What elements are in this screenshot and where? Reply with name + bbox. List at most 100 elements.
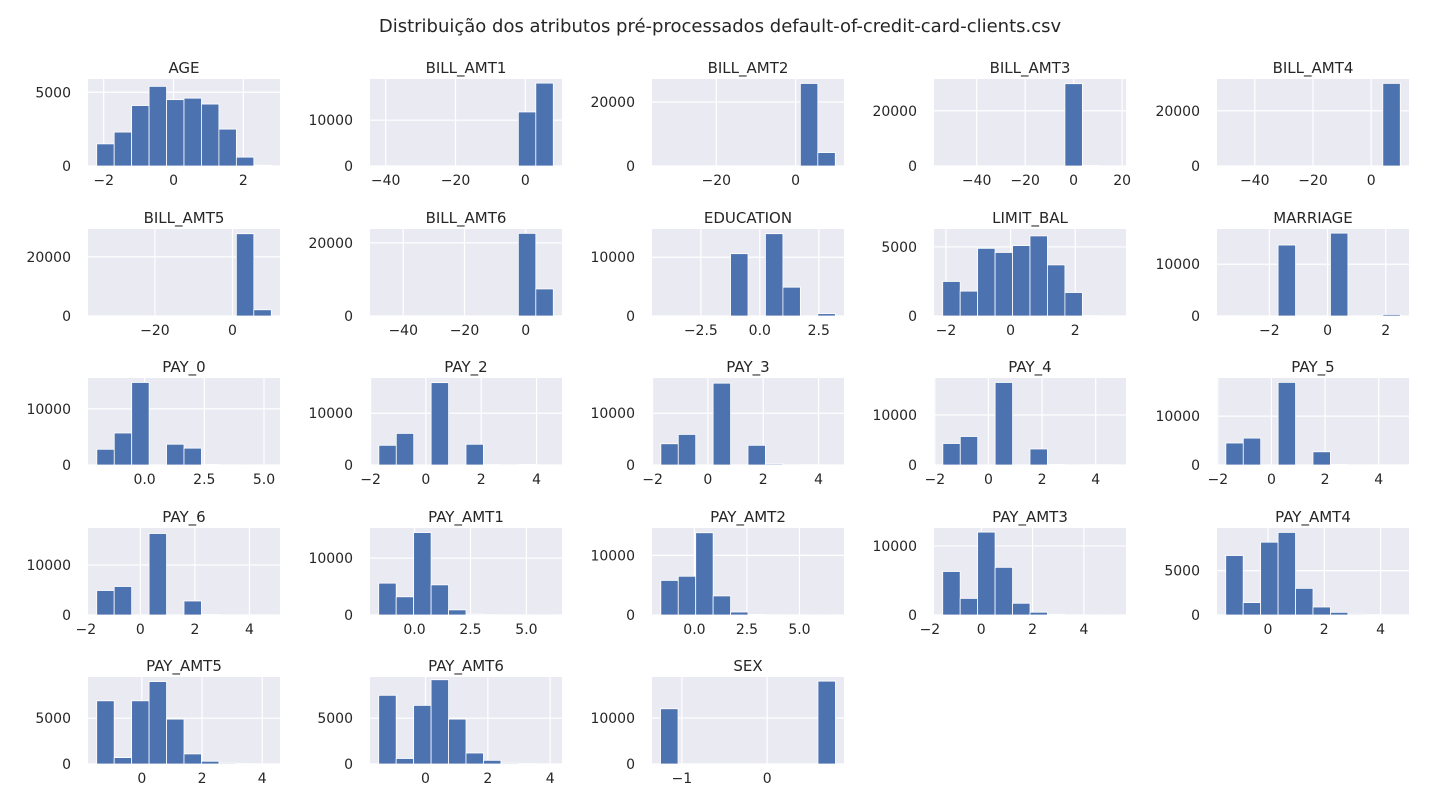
x-tick-label: 0.0: [749, 323, 771, 339]
histogram-bar: [465, 443, 484, 466]
x-tick-label: 4: [258, 771, 267, 787]
histogram-bar: [817, 680, 836, 765]
y-tick-label: 10000: [872, 408, 917, 424]
histogram-bar: [660, 708, 679, 765]
x-tick-label: −20: [450, 323, 480, 339]
y-tick-label: 0: [626, 757, 635, 773]
histogram-bar: [413, 532, 432, 616]
y-tick-label: 10000: [590, 406, 635, 422]
histogram-bar: [113, 432, 133, 466]
histogram-bar: [1330, 232, 1349, 317]
histogram-bar: [131, 700, 150, 765]
x-tick-label: 0: [1006, 323, 1015, 339]
histogram-bar: [96, 590, 115, 616]
histogram-bar: [730, 253, 749, 317]
histogram-bar: [959, 436, 979, 466]
histogram-bar: [799, 83, 819, 167]
histogram-bar: [1012, 602, 1031, 616]
x-tick-label: −40: [371, 173, 401, 189]
histogram-bar: [465, 613, 484, 616]
y-tick-label: 0: [626, 458, 635, 474]
panel-title: PAY_3: [726, 358, 769, 377]
x-tick-label: −20: [701, 173, 731, 189]
histogram-bar: [183, 447, 202, 466]
x-tick-label: 0: [1367, 173, 1376, 189]
x-tick-label: 2: [1381, 323, 1390, 339]
x-tick-label: 0: [421, 472, 430, 488]
histogram-panel: AGE −2 0 2 0 5000: [35, 59, 280, 189]
x-tick-label: −2: [1259, 323, 1280, 339]
y-tick-label: 0: [626, 309, 635, 325]
x-tick-label: 0: [977, 622, 986, 638]
y-tick-label: 10000: [590, 711, 635, 727]
histogram-bar: [959, 598, 979, 616]
histogram-bar: [942, 571, 961, 616]
y-tick-label: 10000: [26, 402, 71, 418]
histogram-bar: [695, 532, 714, 616]
histogram-bar: [660, 580, 679, 616]
panel-title: PAY_AMT3: [992, 508, 1068, 527]
y-tick-label: 10000: [1155, 409, 1200, 425]
histogram-bar: [1225, 555, 1244, 616]
x-tick-label: −20: [1010, 173, 1040, 189]
histogram-bar: [183, 753, 202, 765]
histogram-panel: PAY_AMT1 0.0 2.5 5.0 0 10000: [308, 508, 562, 638]
histogram-bar: [378, 444, 397, 466]
y-tick-label: 0: [344, 458, 353, 474]
panel-title: PAY_2: [444, 358, 487, 377]
x-tick-label: 0: [791, 173, 800, 189]
histogram-bar: [817, 152, 836, 167]
histogram-bar: [1312, 451, 1331, 466]
histogram-bar: [201, 464, 220, 466]
histogram-bar: [148, 681, 167, 765]
panel-title: PAY_AMT5: [146, 657, 222, 676]
plot-area: [1217, 229, 1409, 316]
histogram-bar: [977, 531, 996, 616]
histogram-bar: [235, 233, 255, 317]
histogram-bar: [96, 700, 115, 765]
x-tick-label: −40: [962, 173, 992, 189]
x-tick-label: −2.5: [684, 323, 718, 339]
histogram-bar: [782, 286, 801, 317]
x-tick-label: 4: [1091, 472, 1100, 488]
x-tick-label: −2: [360, 472, 381, 488]
histogram-bar: [395, 596, 415, 616]
histogram-bar: [1330, 611, 1349, 616]
x-tick-label: 2: [477, 472, 486, 488]
y-tick-label: 10000: [308, 406, 353, 422]
histogram-panel: PAY_AMT4 0 2 4 0 5000: [1164, 508, 1409, 638]
histogram-bar: [96, 448, 115, 466]
x-tick-label: 4: [546, 771, 555, 787]
x-tick-label: −40: [1240, 173, 1270, 189]
x-tick-label: 4: [814, 472, 823, 488]
histogram-bar: [1382, 83, 1401, 167]
histogram-bar: [1225, 442, 1244, 466]
histogram-bar: [465, 752, 484, 765]
histogram-panel: PAY_AMT2 0.0 2.5 5.0 0 10000: [590, 508, 844, 638]
histogram-bar: [747, 444, 766, 466]
y-tick-label: 0: [62, 309, 71, 325]
histogram-panel: PAY_4 −2 0 2 4 0 10000: [872, 358, 1126, 488]
histogram-panel: MARRIAGE −2 0 2 0 10000: [1155, 209, 1409, 339]
histogram-panel: EDUCATION −2.5 0.0 2.5 0 10000: [590, 209, 844, 339]
x-tick-label: 0: [521, 173, 530, 189]
y-tick-label: 5000: [1164, 564, 1200, 580]
histogram-bar: [378, 582, 397, 616]
histogram-bar: [660, 443, 679, 466]
x-tick-label: −2: [93, 173, 114, 189]
x-tick-label: −40: [388, 323, 418, 339]
panel-title: BILL_AMT2: [708, 59, 789, 78]
histogram-bar: [747, 614, 766, 616]
y-tick-label: 10000: [872, 539, 917, 555]
histogram-bar: [378, 694, 397, 765]
histogram-bar: [817, 313, 836, 317]
y-tick-label: 0: [908, 608, 917, 624]
y-tick-label: 10000: [308, 113, 353, 129]
histogram-bar: [131, 382, 150, 466]
histogram-bar: [765, 233, 784, 317]
panel-title: PAY_6: [162, 508, 205, 527]
x-tick-label: −20: [441, 173, 471, 189]
x-tick-label: 2: [1028, 622, 1037, 638]
